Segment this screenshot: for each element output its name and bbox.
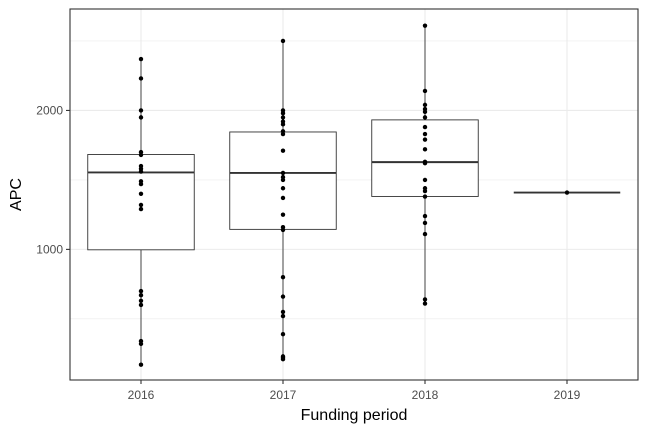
data-point [422, 102, 428, 108]
data-point [422, 220, 428, 226]
data-point [138, 206, 144, 212]
data-point [280, 331, 286, 337]
data-point [280, 186, 286, 191]
data-point [422, 297, 428, 302]
data-point [138, 362, 144, 367]
data-point [422, 124, 428, 130]
x-axis-ticks: 2016 2017 2018 2019 [128, 380, 581, 402]
data-point [422, 115, 428, 120]
y-axis-title: APC [8, 178, 25, 211]
data-point [422, 301, 428, 306]
x-axis-title: Funding period [301, 407, 408, 424]
data-point [422, 137, 428, 142]
data-point [422, 194, 428, 199]
y-axis-ticks: 1000 2000 [36, 103, 70, 256]
data-point [280, 309, 286, 315]
data-point [422, 88, 428, 94]
data-point [280, 111, 286, 116]
data-point [280, 195, 286, 201]
data-point [138, 115, 144, 120]
data-point [280, 313, 286, 319]
plot-panel-border [69, 8, 639, 381]
data-point [422, 23, 428, 28]
data-point [280, 227, 286, 233]
x-tick-label: 2019 [554, 388, 581, 402]
x-tick-label: 2018 [412, 388, 439, 402]
data-point [138, 302, 144, 308]
data-point [280, 212, 286, 217]
box-iqr [371, 119, 479, 197]
data-point [280, 115, 286, 120]
data-point [422, 131, 428, 137]
y-tick-label: 2000 [36, 103, 63, 117]
data-point [280, 38, 286, 44]
data-point [422, 147, 428, 152]
data-points [138, 23, 570, 367]
data-point [280, 177, 286, 183]
data-point [138, 298, 144, 303]
data-point [138, 181, 144, 187]
data-point [138, 293, 144, 298]
data-point [280, 122, 286, 127]
x-tick-label: 2016 [128, 388, 155, 402]
data-point [280, 131, 286, 137]
data-point [422, 161, 428, 166]
data-point [138, 202, 144, 208]
data-point [138, 169, 144, 174]
data-point [138, 76, 144, 81]
data-point [280, 294, 286, 299]
data-point [138, 152, 144, 158]
data-point [138, 108, 144, 113]
data-point [422, 213, 428, 219]
data-point [138, 288, 144, 294]
data-point [280, 356, 286, 362]
data-point [422, 231, 428, 237]
data-point [422, 177, 428, 183]
data-point [564, 190, 570, 195]
data-point [138, 341, 144, 347]
data-point [138, 56, 144, 62]
data-point [422, 109, 428, 115]
data-point [280, 274, 286, 280]
data-point [138, 191, 144, 197]
data-point [422, 188, 428, 194]
y-tick-label: 1000 [36, 242, 63, 256]
data-point [280, 148, 286, 153]
data-point [280, 170, 286, 176]
x-tick-label: 2017 [270, 388, 297, 402]
